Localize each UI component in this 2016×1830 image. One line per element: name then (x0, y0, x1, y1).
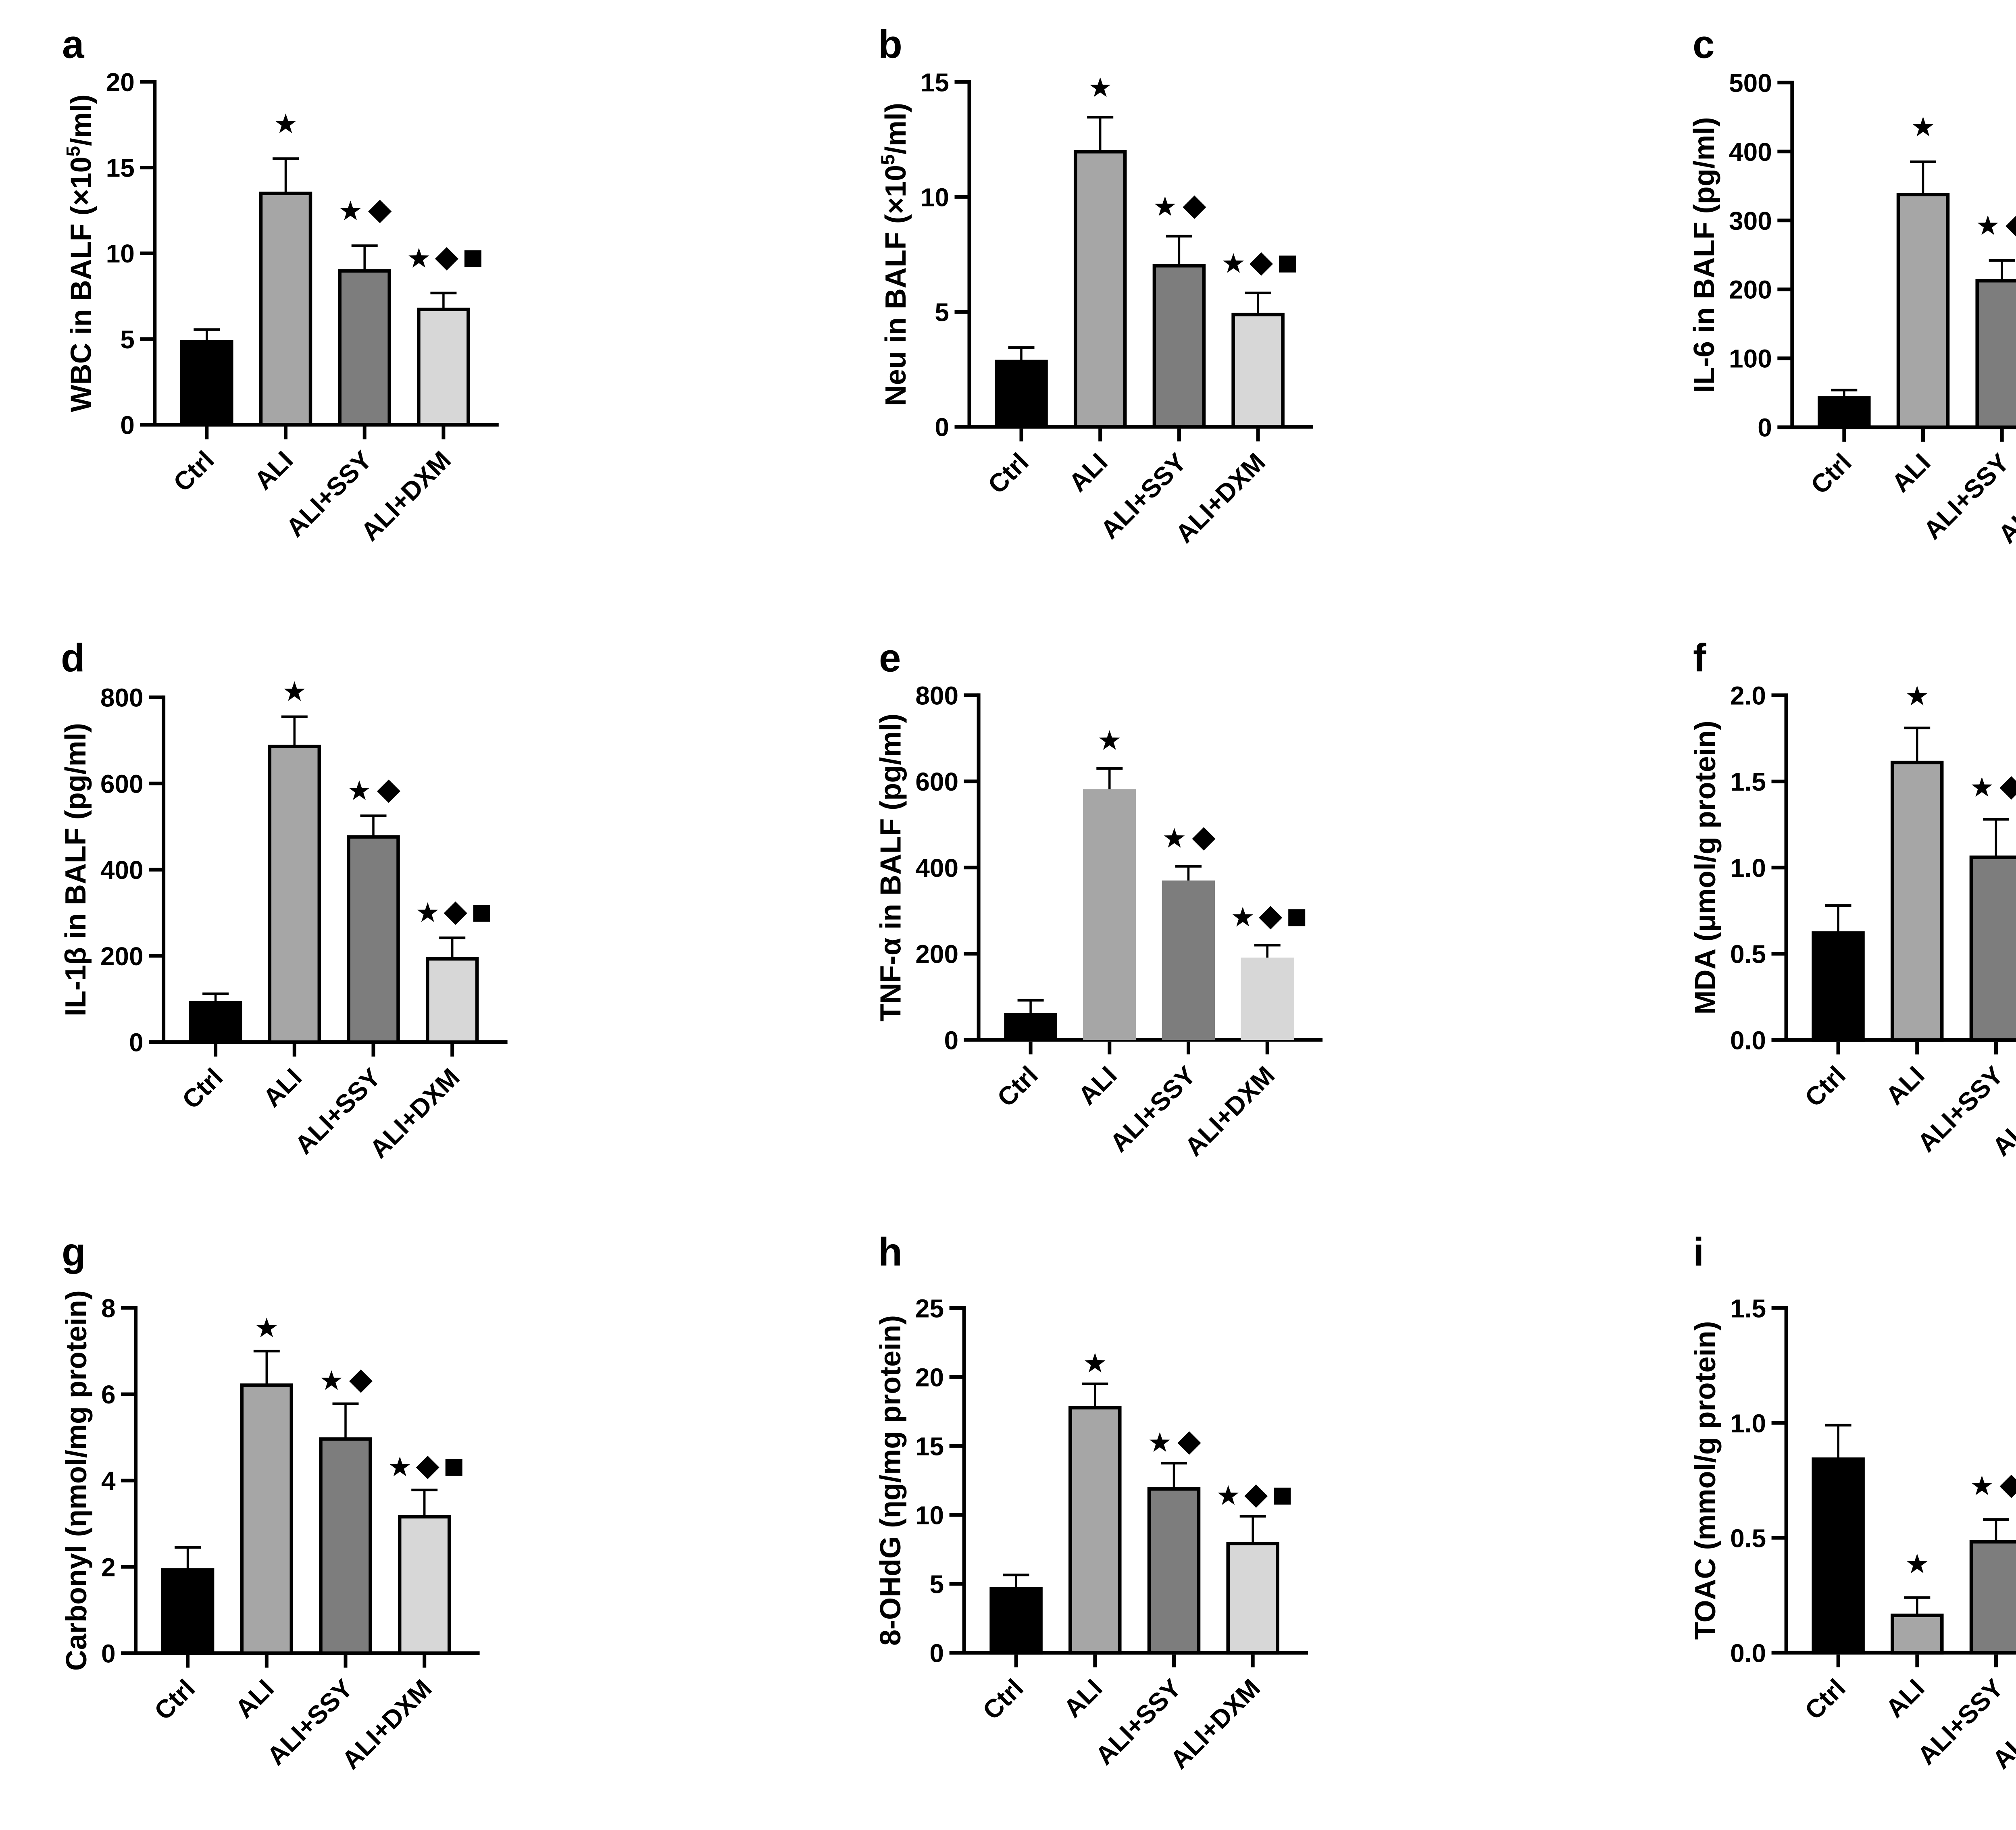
svg-text:8-OHdG (ηg/mg protein): 8-OHdG (ηg/mg protein) (875, 1315, 907, 1646)
svg-text:i: i (1693, 1230, 1704, 1274)
svg-text:20: 20 (915, 1363, 944, 1392)
svg-text:0: 0 (930, 1638, 944, 1668)
svg-text:2.0: 2.0 (1730, 681, 1766, 710)
svg-text:15: 15 (106, 154, 135, 183)
svg-text:Neu in BALF (×105​/ml): Neu in BALF (×105​/ml) (877, 103, 912, 406)
svg-text:1.0: 1.0 (1730, 854, 1766, 883)
svg-text:1.5: 1.5 (1730, 767, 1766, 796)
svg-text:15: 15 (921, 68, 949, 97)
svg-text:800: 800 (100, 683, 144, 712)
svg-text:300: 300 (1729, 206, 1772, 235)
svg-text:e: e (879, 636, 901, 680)
svg-text:MDA (μmol/g protein): MDA (μmol/g protein) (1689, 720, 1722, 1014)
svg-text:0: 0 (101, 1639, 116, 1668)
svg-text:400: 400 (915, 854, 958, 883)
svg-text:200: 200 (100, 942, 144, 971)
svg-text:0.0: 0.0 (1730, 1026, 1766, 1055)
svg-text:0: 0 (944, 1026, 959, 1055)
svg-text:600: 600 (100, 769, 144, 798)
svg-text:20: 20 (106, 68, 135, 97)
svg-text:g: g (62, 1230, 86, 1274)
svg-text:400: 400 (1729, 137, 1772, 167)
svg-text:500: 500 (1729, 69, 1772, 98)
svg-text:10: 10 (915, 1501, 944, 1530)
svg-text:TNF-α in BALF (pg/ml): TNF-α in BALF (pg/ml) (875, 714, 907, 1022)
svg-text:a: a (62, 22, 85, 67)
svg-text:100: 100 (1729, 344, 1772, 373)
svg-text:800: 800 (915, 681, 958, 710)
svg-text:h: h (878, 1230, 902, 1274)
svg-text:200: 200 (915, 940, 958, 969)
svg-text:0: 0 (129, 1028, 144, 1057)
svg-text:0.5: 0.5 (1730, 940, 1766, 969)
svg-text:d: d (61, 636, 85, 680)
svg-text:0: 0 (120, 411, 135, 440)
svg-text:0: 0 (1758, 413, 1772, 442)
svg-text:5: 5 (935, 298, 949, 327)
svg-text:200: 200 (1729, 275, 1772, 304)
svg-text:1.5: 1.5 (1730, 1294, 1766, 1323)
svg-text:WBC in BALF (×105​/ml): WBC in BALF (×105​/ml) (62, 94, 98, 412)
svg-text:0: 0 (935, 413, 949, 442)
svg-text:15: 15 (915, 1432, 944, 1461)
svg-text:f: f (1693, 636, 1706, 680)
svg-text:Carbonyl (ηmol/mg protein): Carbonyl (ηmol/mg protein) (60, 1290, 93, 1671)
svg-text:0.5: 0.5 (1730, 1524, 1766, 1553)
svg-text:2: 2 (101, 1553, 116, 1582)
svg-text:4: 4 (101, 1466, 116, 1495)
svg-text:IL-6 in BALF (pg/ml): IL-6 in BALF (pg/ml) (1688, 117, 1720, 393)
svg-text:600: 600 (915, 767, 958, 796)
svg-text:1.0: 1.0 (1730, 1409, 1766, 1438)
svg-text:b: b (878, 22, 902, 67)
svg-text:400: 400 (100, 856, 144, 885)
svg-text:5: 5 (930, 1570, 944, 1599)
svg-text:IL-1β in BALF (pg/ml): IL-1β in BALF (pg/ml) (60, 723, 92, 1016)
svg-text:c: c (1693, 22, 1715, 67)
svg-text:8: 8 (101, 1294, 116, 1323)
svg-text:5: 5 (120, 325, 135, 354)
svg-text:0.0: 0.0 (1730, 1638, 1766, 1668)
svg-text:TOAC (mmol/g protein): TOAC (mmol/g protein) (1689, 1321, 1722, 1640)
svg-text:10: 10 (106, 239, 135, 268)
svg-text:25: 25 (915, 1294, 944, 1323)
svg-text:6: 6 (101, 1380, 116, 1409)
svg-text:10: 10 (921, 183, 949, 212)
